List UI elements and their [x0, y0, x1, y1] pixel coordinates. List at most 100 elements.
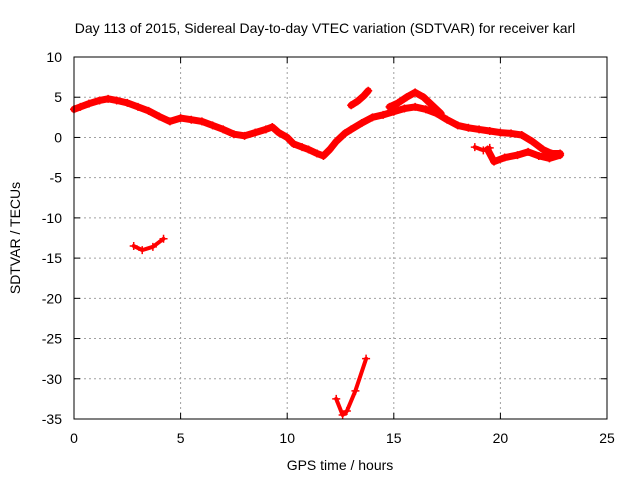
data-point [104, 94, 113, 103]
series-v-segment [334, 356, 369, 417]
data-point [76, 102, 85, 111]
x-tick-labels: 0 5 10 15 20 25 [70, 430, 615, 446]
data-point [524, 147, 533, 156]
data-point [138, 246, 147, 255]
data-point [197, 117, 206, 126]
data-point [342, 406, 351, 415]
y-tick-label: -5 [50, 170, 63, 186]
y-axis-label: SDTVAR / TECUs [7, 182, 23, 294]
data-point [528, 137, 537, 146]
data-point [496, 128, 505, 137]
data-point [419, 93, 428, 102]
data-point [289, 139, 298, 148]
data-point [325, 145, 334, 154]
data-point [479, 146, 488, 155]
data-point [364, 86, 373, 95]
data-point [368, 113, 377, 122]
data-point [545, 154, 554, 163]
data-point [219, 125, 228, 134]
x-tick-label: 5 [177, 430, 185, 446]
data-point [347, 125, 356, 134]
data-point [251, 128, 260, 137]
y-tick-label: -15 [42, 250, 62, 266]
data-point [389, 107, 398, 116]
data-point [165, 117, 174, 126]
data-point [148, 242, 157, 251]
data-point [332, 394, 341, 403]
data-point [313, 149, 322, 158]
data-point [470, 143, 479, 152]
data-point [274, 128, 283, 137]
axis-ticks [73, 56, 608, 420]
data-point [411, 88, 420, 97]
x-tick-label: 25 [599, 430, 615, 446]
data-point [283, 133, 292, 142]
data-point [144, 106, 153, 115]
data-point [84, 99, 93, 108]
series-upper-spike [347, 87, 372, 109]
y-tick-label: 0 [54, 129, 62, 145]
data-point [338, 410, 347, 419]
y-tick-label: -30 [42, 371, 62, 387]
data-point [379, 110, 388, 119]
data-point [475, 125, 484, 134]
data-point [159, 234, 168, 243]
plot-frame [73, 56, 608, 420]
data-point [428, 101, 437, 110]
y-tick-label: 10 [46, 49, 62, 65]
data-point [485, 127, 494, 136]
data-point [436, 109, 445, 118]
x-tick-label: 15 [386, 430, 402, 446]
y-tick-label: 5 [54, 89, 62, 105]
data-point [490, 157, 499, 166]
data-point [500, 153, 509, 162]
data-point [319, 151, 328, 160]
data-point [304, 145, 313, 154]
y-tick-label: -10 [42, 210, 62, 226]
data-point [513, 151, 522, 160]
x-tick-label: 10 [279, 430, 295, 446]
data-point [332, 137, 341, 146]
data-point [353, 97, 362, 106]
data-point [362, 354, 371, 363]
data-point [394, 98, 403, 107]
data-point [112, 96, 121, 105]
data-point [176, 114, 185, 123]
x-axis-label: GPS time / hours [287, 457, 394, 473]
data-point [421, 105, 430, 114]
data-point [340, 129, 349, 138]
data-point [347, 101, 356, 110]
data-point [357, 118, 366, 127]
data-point [240, 131, 249, 140]
data-point [402, 93, 411, 102]
series-main-band [70, 95, 564, 160]
data-point [453, 121, 462, 130]
data-point [556, 151, 565, 160]
data-point [129, 242, 138, 251]
data-point [539, 145, 548, 154]
data-point [229, 130, 238, 139]
data-point [95, 96, 104, 105]
data-point [485, 143, 494, 152]
data-point [385, 102, 394, 111]
y-tick-label: -25 [42, 331, 62, 347]
chart-title: Day 113 of 2015, Sidereal Day-to-day VTE… [75, 20, 576, 36]
x-tick-label: 20 [493, 430, 509, 446]
data-point [133, 102, 142, 111]
data-point [298, 143, 307, 152]
y-tick-label: -35 [42, 411, 62, 427]
data-point [443, 115, 452, 124]
data-point [351, 386, 360, 395]
data-point [155, 112, 164, 121]
data-point [464, 123, 473, 132]
data-point [534, 151, 543, 160]
data-point [411, 102, 420, 111]
data-point [517, 131, 526, 140]
data-point [187, 115, 196, 124]
data-point [261, 125, 270, 134]
data-point [507, 129, 516, 138]
data-point [268, 122, 277, 131]
data-point [400, 104, 409, 113]
data-point [359, 91, 368, 100]
